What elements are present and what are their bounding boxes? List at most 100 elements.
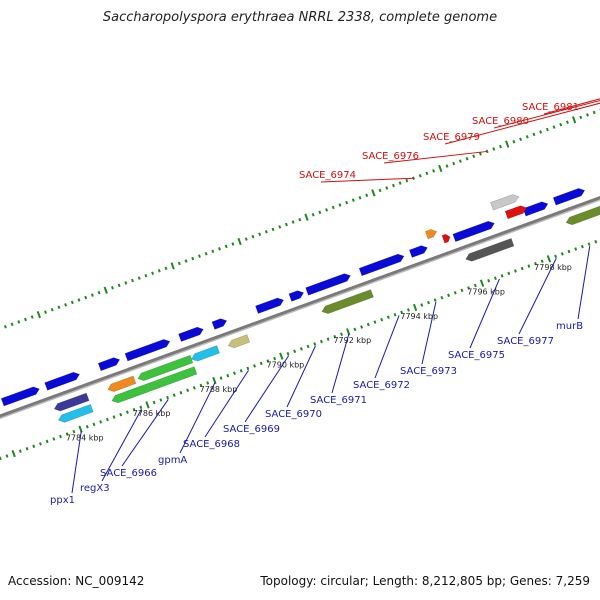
inner-ruler-tick bbox=[286, 351, 290, 356]
outer-ruler-tick bbox=[258, 232, 262, 236]
inner-ruler-tick bbox=[259, 361, 263, 366]
inner-ruler-tick bbox=[453, 291, 457, 295]
outer-ruler-tick bbox=[90, 293, 94, 297]
inner-ruler-tick bbox=[139, 405, 143, 410]
inner-ruler-tick bbox=[360, 325, 364, 329]
outer-ruler-tick bbox=[338, 203, 342, 207]
inner-ruler-tick bbox=[186, 388, 190, 393]
outer-ruler-tick bbox=[432, 169, 436, 173]
label-leader-line bbox=[469, 278, 500, 349]
gene-label: murB bbox=[556, 321, 583, 332]
inner-ruler-tick bbox=[406, 308, 410, 312]
inner-ruler-tick bbox=[105, 417, 109, 422]
outer-ruler-tick bbox=[418, 174, 422, 178]
outer-ruler-tick bbox=[151, 271, 155, 275]
outer-ruler-tick bbox=[77, 298, 81, 302]
inner-ruler-tick bbox=[132, 408, 136, 412]
outer-ruler-tick bbox=[351, 198, 355, 202]
inner-ruler-tick bbox=[52, 437, 56, 441]
outer-ruler-tick bbox=[137, 276, 141, 280]
gene-feature bbox=[552, 188, 586, 206]
inner-ruler-tick bbox=[393, 313, 397, 317]
outer-ruler-tick bbox=[131, 278, 134, 283]
inner-ruler-tick bbox=[534, 261, 538, 266]
outer-ruler-tick bbox=[512, 139, 516, 144]
outer-ruler-tick bbox=[545, 127, 549, 132]
outer-ruler-tick bbox=[224, 244, 228, 249]
outer-ruler-tick bbox=[472, 154, 476, 159]
inner-ruler-tick bbox=[313, 342, 317, 346]
gene-label: SACE_6979 bbox=[423, 132, 480, 143]
inner-ruler-tick bbox=[460, 288, 464, 293]
outer-ruler-tick bbox=[17, 320, 21, 324]
inner-ruler-tick bbox=[65, 432, 69, 436]
inner-ruler-tick bbox=[206, 381, 210, 385]
inner-ruler: 7784 kbp 7786 kbp 7788 kbp 7790 kbp 7792 kbp… bbox=[0, 239, 598, 461]
outer-ruler bbox=[0, 108, 600, 331]
gene-feature bbox=[107, 375, 137, 392]
outer-ruler-tick bbox=[458, 159, 462, 163]
outer-ruler-tick bbox=[251, 234, 255, 239]
outer-ruler-tick bbox=[565, 120, 569, 124]
outer-ruler-tick bbox=[398, 181, 402, 185]
inner-ruler-tick bbox=[179, 390, 183, 395]
outer-ruler-tick bbox=[3, 325, 7, 329]
outer-ruler-tick bbox=[592, 110, 596, 115]
inner-ruler-tick bbox=[420, 303, 424, 307]
outer-ruler-tick bbox=[492, 147, 496, 151]
outer-ruler-tick bbox=[325, 208, 329, 212]
label-leader-line bbox=[71, 431, 82, 494]
inner-ruler-tick bbox=[527, 264, 531, 268]
inner-ruler-tick bbox=[473, 283, 477, 288]
outer-ruler-tick bbox=[378, 188, 382, 193]
inner-ruler-tick bbox=[412, 303, 418, 312]
inner-ruler-tick bbox=[192, 386, 196, 390]
gene-label: ppx1 bbox=[50, 495, 75, 506]
inner-ruler-tick bbox=[514, 269, 517, 273]
outer-ruler-tick bbox=[371, 189, 376, 197]
ruler-tick-label: 7790 kbp bbox=[267, 360, 305, 369]
outer-ruler-tick bbox=[571, 116, 577, 124]
gene-feature bbox=[288, 290, 305, 302]
inner-ruler-tick bbox=[32, 444, 36, 449]
gene-feature bbox=[190, 345, 220, 362]
inner-ruler-tick bbox=[11, 449, 16, 458]
inner-ruler-tick bbox=[560, 252, 564, 256]
outer-ruler-tick bbox=[231, 242, 235, 246]
inner-ruler-tick bbox=[112, 415, 116, 419]
gene-feature bbox=[124, 339, 171, 362]
genome-backbone bbox=[0, 196, 600, 420]
gene-feature bbox=[211, 318, 228, 330]
inner-ruler-tick bbox=[326, 337, 330, 341]
outer-ruler-tick bbox=[70, 300, 74, 305]
inner-ruler-tick bbox=[226, 373, 230, 378]
gene-feature bbox=[305, 273, 351, 296]
gene-label: SACE_6970 bbox=[265, 409, 322, 420]
outer-ruler-tick bbox=[298, 217, 302, 222]
gene-feature bbox=[565, 205, 600, 226]
gene-label: SACE_6975 bbox=[448, 350, 505, 361]
label-leader-line bbox=[286, 345, 316, 408]
inner-ruler-tick bbox=[333, 334, 337, 339]
gene-feature bbox=[255, 297, 285, 314]
inner-ruler-tick bbox=[319, 339, 323, 344]
outer-ruler-tick bbox=[157, 269, 161, 273]
inner-ruler-tick bbox=[353, 327, 357, 332]
inner-ruler-tick bbox=[72, 429, 76, 434]
gene-label: SACE_6981 bbox=[522, 102, 579, 113]
outer-ruler-tick bbox=[552, 125, 556, 129]
outer-ruler-tick bbox=[539, 130, 543, 134]
gene-feature bbox=[227, 334, 251, 349]
ruler-tick-label: 7798 kbp bbox=[534, 263, 572, 272]
inner-ruler-tick bbox=[299, 347, 303, 351]
outer-ruler-tick bbox=[291, 220, 295, 224]
gene-feature bbox=[97, 357, 121, 372]
inner-ruler-tick bbox=[587, 242, 591, 246]
inner-ruler-tick bbox=[119, 412, 123, 417]
outer-ruler-tick bbox=[264, 230, 268, 234]
outer-ruler-tick bbox=[478, 152, 482, 156]
inner-ruler-tick bbox=[145, 401, 150, 409]
gene-feature bbox=[504, 205, 528, 220]
outer-ruler-tick bbox=[144, 273, 148, 278]
